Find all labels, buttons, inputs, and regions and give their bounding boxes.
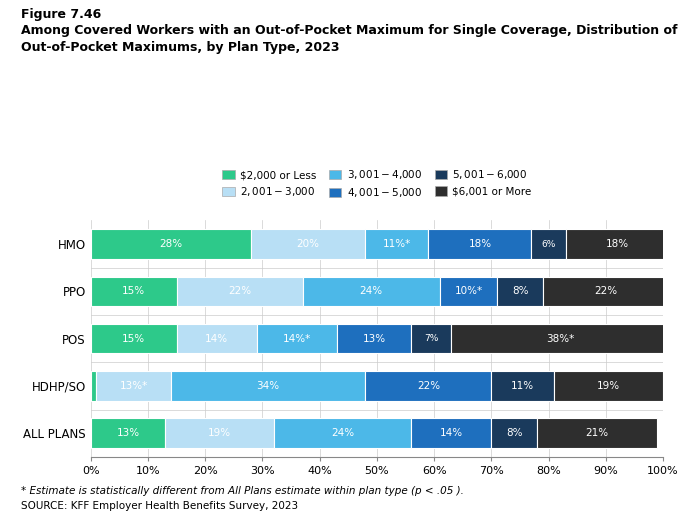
Bar [566, 229, 669, 259]
Legend: $2,000 or Less, $2,001 - $3,000, $3,001 - $4,000, $4,001 - $5,000, $5,001- $6,00: $2,000 or Less, $2,001 - $3,000, $3,001 … [223, 168, 531, 200]
Bar [91, 229, 251, 259]
Text: 24%: 24% [359, 286, 383, 297]
Text: 10%*: 10%* [454, 286, 482, 297]
Text: 38%*: 38%* [546, 333, 574, 344]
Bar [96, 371, 171, 401]
Bar [366, 371, 491, 401]
Text: 18%: 18% [606, 239, 629, 249]
Text: 14%*: 14%* [283, 333, 311, 344]
Text: 15%: 15% [122, 333, 145, 344]
Bar [91, 324, 177, 353]
Text: * Estimate is statistically different from All Plans estimate within plan type (: * Estimate is statistically different fr… [21, 486, 463, 496]
Bar [491, 371, 554, 401]
Bar [177, 277, 302, 306]
Bar [452, 324, 669, 353]
Text: 14%: 14% [440, 428, 463, 438]
Bar [302, 277, 440, 306]
Text: 15%: 15% [122, 286, 145, 297]
Bar [440, 277, 497, 306]
Bar [531, 229, 566, 259]
Bar [171, 371, 366, 401]
Text: Among Covered Workers with an Out-of-Pocket Maximum for Single Coverage, Distrib: Among Covered Workers with an Out-of-Poc… [21, 24, 678, 37]
Text: 19%: 19% [208, 428, 231, 438]
Text: 7%: 7% [424, 334, 438, 343]
Bar [165, 418, 274, 448]
Text: 18%: 18% [468, 239, 491, 249]
Bar [91, 371, 96, 401]
Text: 11%*: 11%* [383, 239, 411, 249]
Text: 28%: 28% [159, 239, 182, 249]
Text: 6%: 6% [542, 239, 556, 249]
Text: 8%: 8% [512, 286, 528, 297]
Text: 22%: 22% [417, 381, 440, 391]
Text: 14%: 14% [205, 333, 228, 344]
Text: 24%: 24% [331, 428, 354, 438]
Bar [257, 324, 337, 353]
Text: 13%: 13% [362, 333, 385, 344]
Text: Out-of-Pocket Maximums, by Plan Type, 2023: Out-of-Pocket Maximums, by Plan Type, 20… [21, 41, 339, 54]
Text: 20%: 20% [297, 239, 320, 249]
Text: 8%: 8% [506, 428, 523, 438]
Bar [251, 229, 366, 259]
Text: 22%: 22% [594, 286, 618, 297]
Text: 21%: 21% [586, 428, 609, 438]
Bar [274, 418, 411, 448]
Text: Figure 7.46: Figure 7.46 [21, 8, 101, 21]
Bar [411, 324, 452, 353]
Bar [554, 371, 663, 401]
Text: 22%: 22% [228, 286, 251, 297]
Bar [497, 277, 543, 306]
Bar [537, 418, 658, 448]
Bar [337, 324, 411, 353]
Text: SOURCE: KFF Employer Health Benefits Survey, 2023: SOURCE: KFF Employer Health Benefits Sur… [21, 501, 298, 511]
Text: 13%*: 13%* [119, 381, 148, 391]
Bar [429, 229, 531, 259]
Text: 34%: 34% [257, 381, 280, 391]
Text: 19%: 19% [597, 381, 621, 391]
Bar [366, 229, 429, 259]
Bar [177, 324, 257, 353]
Bar [91, 277, 177, 306]
Text: 11%: 11% [512, 381, 535, 391]
Text: 13%: 13% [117, 428, 140, 438]
Bar [91, 418, 165, 448]
Bar [491, 418, 537, 448]
Bar [411, 418, 491, 448]
Bar [543, 277, 669, 306]
